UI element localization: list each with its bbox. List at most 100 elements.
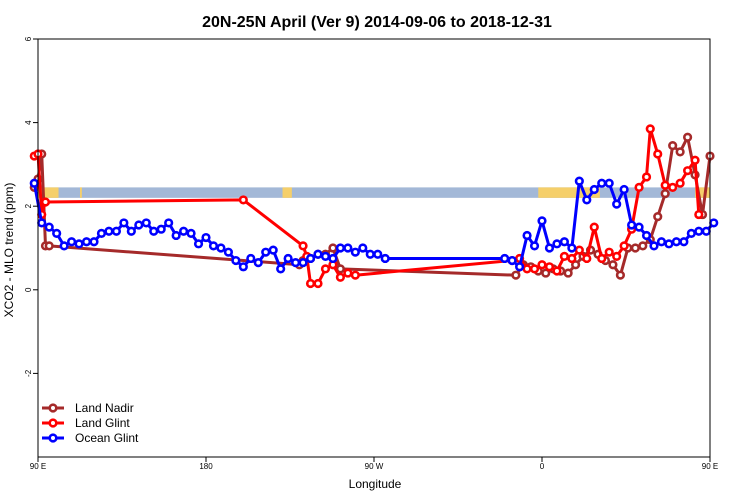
data-point [529,264,540,274]
data-point [645,124,655,134]
data-point [231,255,241,266]
data-point [320,251,331,261]
data-point [350,270,360,280]
data-point [305,253,316,264]
data-point [563,268,573,278]
data-point [276,264,286,274]
data-point [668,140,678,151]
land-ocean-band [38,187,710,198]
data-point [522,230,532,241]
land-segment [538,187,600,198]
data-point [567,253,577,264]
data-point [141,218,151,228]
data-point [164,218,174,228]
data-point [615,270,626,280]
data-point [365,249,375,259]
data-point [649,241,659,251]
data-point [358,243,368,253]
y-axis: -2 0 2 4 6 [24,36,38,377]
data-point [630,243,640,253]
data-point [686,228,696,238]
data-point [313,278,323,289]
legend-label: Ocean Glint [75,431,139,445]
data-point [626,220,637,230]
data-point [641,172,652,182]
data-point [604,247,614,257]
data-point [305,278,316,289]
data-point [552,266,562,276]
data-point [544,243,555,253]
data-point [574,176,584,186]
data-point [238,195,248,205]
data-point [675,178,685,188]
data-point [179,226,189,236]
data-point [634,182,644,192]
legend-marker [48,433,58,443]
data-point [59,241,69,251]
data-point [44,241,54,251]
data-point [541,268,551,278]
data-point [653,149,663,159]
data-point [261,247,271,257]
data-point [40,197,51,207]
x-axis: 90 E 180 90 W 0 90 E [30,457,718,471]
data-point [544,262,555,272]
data-point [335,243,346,253]
data-point [656,237,667,247]
data-point [216,243,226,253]
data-point [253,258,263,268]
data-point [44,222,54,232]
data-point [283,253,293,264]
legend-marker [48,418,58,428]
land-segment [695,187,710,198]
data-point [373,249,383,259]
data-point [81,237,92,247]
data-point [537,216,547,226]
data-point [582,253,592,264]
data-point [690,155,700,165]
data-point [634,222,644,232]
land-segment [282,187,292,198]
data-point [589,184,599,195]
data-point [641,230,652,241]
data-point [671,237,682,247]
x-tick-label: 180 [199,462,213,471]
legend-label: Land Nadir [75,401,134,415]
data-point [223,247,233,257]
data-point [149,226,159,236]
data-point [529,241,540,251]
data-point [186,228,196,238]
y-tick-label: 2 [24,203,33,208]
data-point [567,243,577,253]
data-point [343,243,353,253]
x-axis-label: Longitude [349,477,402,491]
land-segment [38,187,59,198]
data-point [653,212,663,222]
data-point [604,178,614,188]
data-point [612,251,622,261]
ocean-band [38,187,710,198]
data-point [537,260,547,270]
data-point [111,226,121,236]
data-point [552,239,562,249]
data-point [119,218,129,228]
data-point [52,228,62,238]
data-point [134,220,144,230]
data-point [589,222,599,232]
data-point [104,226,114,236]
data-point [582,195,592,205]
data-point [694,226,704,236]
data-point [694,209,704,220]
data-point [608,260,618,270]
data-point [208,241,219,251]
data-point [597,178,607,188]
data-point [298,241,308,251]
data-point [298,258,308,268]
data-point [500,253,510,264]
data-point [313,249,323,259]
data-point [612,199,622,209]
data-point [675,147,685,157]
y-tick-label: 6 [24,36,33,41]
